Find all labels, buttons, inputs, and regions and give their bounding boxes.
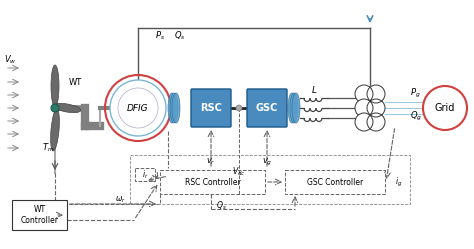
Circle shape <box>236 105 242 111</box>
Ellipse shape <box>170 93 178 123</box>
Text: Grid: Grid <box>435 103 455 113</box>
Ellipse shape <box>168 93 176 123</box>
Text: GSC Controller: GSC Controller <box>307 178 363 187</box>
Bar <box>160 170 265 194</box>
Text: DFIG: DFIG <box>127 104 149 113</box>
Text: WT: WT <box>68 77 82 86</box>
Ellipse shape <box>51 109 59 151</box>
Bar <box>135 168 155 181</box>
Text: $i_r$: $i_r$ <box>142 168 148 181</box>
Text: $i_g$: $i_g$ <box>395 176 402 188</box>
Ellipse shape <box>172 93 180 123</box>
Text: $Q_s$: $Q_s$ <box>216 200 227 212</box>
Text: $P_s$: $P_s$ <box>155 30 165 42</box>
Circle shape <box>110 80 166 136</box>
Ellipse shape <box>290 93 298 123</box>
Text: WT
Controller: WT Controller <box>20 205 58 225</box>
FancyBboxPatch shape <box>191 89 231 127</box>
Text: $Q_g$: $Q_g$ <box>410 110 422 123</box>
Text: $V_w$: $V_w$ <box>4 54 17 66</box>
Text: RSC Controller: RSC Controller <box>185 178 240 187</box>
Text: $T_m$: $T_m$ <box>42 142 55 154</box>
Ellipse shape <box>288 93 296 123</box>
Text: $V_{dc}$: $V_{dc}$ <box>232 166 246 178</box>
FancyBboxPatch shape <box>247 89 287 127</box>
Text: $Q_s$: $Q_s$ <box>174 30 186 42</box>
Circle shape <box>355 99 373 117</box>
Ellipse shape <box>51 65 59 107</box>
Circle shape <box>423 86 467 130</box>
Text: $\omega_r$: $\omega_r$ <box>115 195 126 205</box>
Bar <box>12 200 67 230</box>
Bar <box>130 155 410 204</box>
Text: $P_g$: $P_g$ <box>410 86 420 100</box>
Text: $v_g$: $v_g$ <box>262 156 272 168</box>
Text: $v_r$: $v_r$ <box>206 157 216 167</box>
Bar <box>285 170 385 194</box>
Text: GSC: GSC <box>256 103 278 113</box>
Ellipse shape <box>292 93 300 123</box>
Text: L: L <box>311 85 317 95</box>
Circle shape <box>355 113 373 131</box>
Ellipse shape <box>53 103 81 113</box>
Circle shape <box>51 104 59 112</box>
Circle shape <box>355 85 373 103</box>
Text: RSC: RSC <box>200 103 222 113</box>
